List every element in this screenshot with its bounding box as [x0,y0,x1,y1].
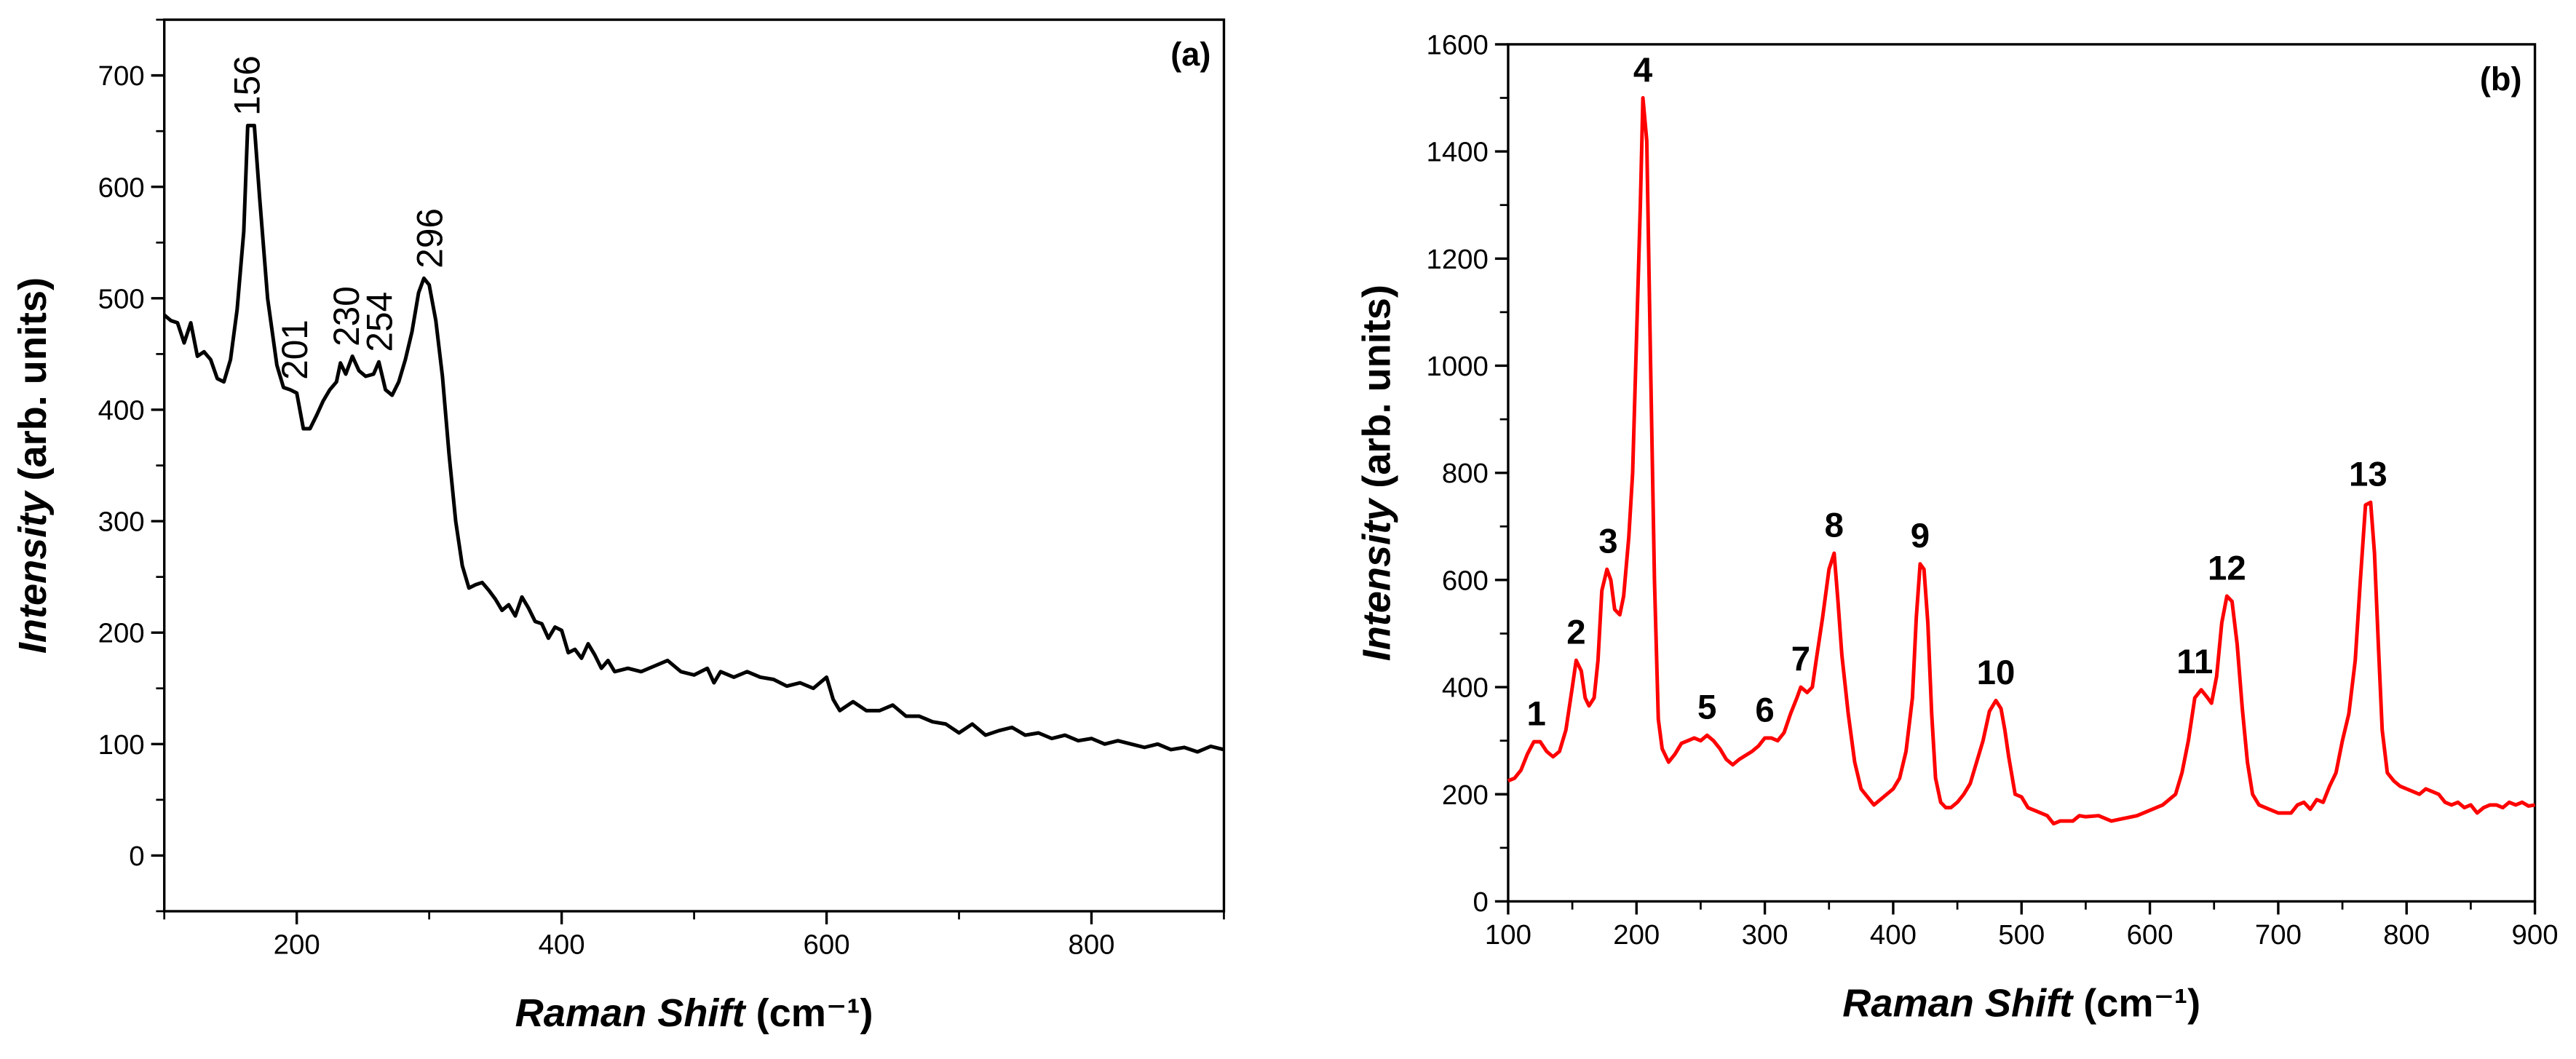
plot-frame [163,18,1226,913]
peak-label: 156 [227,55,268,116]
y-tick-label: 300 [98,507,145,538]
peak-label: 13 [2349,456,2387,494]
x-tick-label: 600 [804,929,850,961]
x-axis-label-unit: (cm⁻¹) [756,991,873,1035]
y-tick-label: 600 [1442,565,1489,596]
y-axis-label-italic: Intensity [11,490,55,654]
x-tick-label: 400 [539,929,585,961]
data-line [1507,96,2535,826]
peak-label: 4 [1633,51,1653,90]
peak-label: 230 [326,286,367,346]
y-tick-label: 0 [129,841,144,872]
x-tick-label: 500 [1998,919,2045,951]
y-tick-label: 0 [1473,887,1489,918]
peak-label: 11 [2176,643,2213,681]
x-tick-label: 700 [2255,919,2302,951]
x-axis-label-unit: (cm⁻¹) [2083,981,2200,1025]
x-tick-label: 800 [1069,929,1115,961]
peak-label: 1 [1527,695,1546,734]
x-tick-label: 200 [274,929,320,961]
peak-label: 8 [1825,507,1844,545]
y-tick-label: 1000 [1427,351,1489,382]
x-tick-label: 300 [1742,919,1788,951]
peak-label: 201 [274,320,315,380]
y-tick-label: 600 [98,172,145,203]
x-axis-label-italic: Raman Shift [515,991,747,1035]
panel: 200 400 600 800 0 100 200 300 400 500 600 700 Raman … [11,18,1226,1035]
y-tick-label: 1400 [1427,137,1489,168]
panel: 100 200 300 400 500 600 700 800 900 0 200 400 600 800… [1355,29,2558,1025]
peak-label: 12 [2208,549,2246,587]
peak-label: 10 [1977,654,2016,692]
y-tick-label: 200 [98,618,145,649]
y-axis-label: Intensity (arb. units) [1355,285,1398,661]
y-tick-label: 1600 [1427,29,1489,60]
x-axis-label: Raman Shift (cm⁻¹) [515,991,873,1035]
y-axis-label-unit: (arb. units) [1355,285,1398,488]
peak-label: 6 [1755,691,1774,729]
y-tick-label: 700 [98,60,145,92]
y-axis-label-unit: (arb. units) [11,277,55,481]
peak-label: 296 [410,208,451,269]
y-tick-label: 400 [1442,673,1489,704]
peak-label: 9 [1911,517,1930,555]
x-tick-label: 800 [2383,919,2430,951]
peak-label: 3 [1598,523,1617,561]
y-axis-label-italic: Intensity [1355,497,1398,661]
x-axis-label-italic: Raman Shift [1842,981,2074,1025]
x-axis-label: Raman Shift (cm⁻¹) [1842,981,2200,1025]
y-tick-label: 1200 [1427,244,1489,275]
y-tick-label: 800 [1442,458,1489,489]
x-tick-label: 100 [1485,919,1531,951]
peak-label: 254 [360,292,400,352]
x-tick-label: 900 [2512,919,2559,951]
y-axis-label: Intensity (arb. units) [11,277,55,654]
x-tick-label: 400 [1870,919,1917,951]
x-tick-label: 600 [2127,919,2173,951]
data-line [163,124,1225,754]
y-tick-label: 200 [1442,780,1489,811]
y-tick-label: 100 [98,729,145,761]
panel-label: (a) [1170,36,1210,73]
peak-label: 7 [1791,640,1810,679]
peak-label: 2 [1566,614,1585,652]
y-tick-label: 400 [98,395,145,427]
x-tick-label: 200 [1613,919,1660,951]
panel-label: (b) [2480,60,2522,98]
peak-label: 5 [1697,689,1716,727]
y-tick-label: 500 [98,283,145,314]
